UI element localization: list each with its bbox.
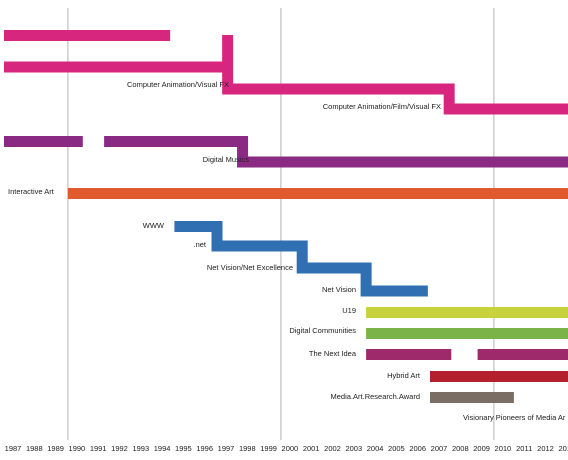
- category-bars: [4, 30, 568, 403]
- bar-computer-animation-early: [4, 30, 171, 41]
- year-label-2008: 2008: [452, 444, 469, 453]
- label-computer-animation-visual-fx: Computer Animation/Visual FX: [127, 80, 229, 89]
- bar-u19: [366, 307, 568, 318]
- year-label-2007: 2007: [431, 444, 448, 453]
- year-label-2002: 2002: [324, 444, 341, 453]
- year-label-1988: 1988: [26, 444, 43, 453]
- year-label-1994: 1994: [154, 444, 171, 453]
- year-label-1999: 1999: [260, 444, 277, 453]
- bar-interactive-art: [67, 188, 568, 199]
- label-visionary-pioneers: Visionary Pioneers of Media Ar: [463, 413, 566, 422]
- year-label-1990: 1990: [69, 444, 86, 453]
- year-label-2010: 2010: [495, 444, 512, 453]
- label-www: WWW: [143, 221, 165, 230]
- year-label-1996: 1996: [196, 444, 213, 453]
- year-label-1987: 1987: [5, 444, 22, 453]
- year-label-2005: 2005: [388, 444, 405, 453]
- year-label-2009: 2009: [473, 444, 490, 453]
- label-digital-communities: Digital Communities: [289, 326, 356, 335]
- year-label-2012: 2012: [537, 444, 554, 453]
- label-hybrid-art: Hybrid Art: [387, 371, 421, 380]
- year-axis: 1987 1988 1989 1990 1991 1992 1993 1994 1995 1996…: [5, 444, 568, 453]
- year-label-1989: 1989: [47, 444, 64, 453]
- label-interactive-art: Interactive Art: [8, 187, 55, 196]
- bar-the-next-idea-2: [477, 349, 568, 360]
- year-label-1995: 1995: [175, 444, 192, 453]
- bar-media-art-research-award: [430, 392, 514, 403]
- bar-the-next-idea-1: [366, 349, 452, 360]
- label-digital-musics: Digital Musics: [203, 155, 250, 164]
- bar-www-net-vision: [174, 221, 428, 297]
- year-label-1998: 1998: [239, 444, 256, 453]
- year-label-1997: 1997: [218, 444, 235, 453]
- year-label-2013: 2013: [558, 444, 568, 453]
- year-label-2004: 2004: [367, 444, 384, 453]
- year-label-1993: 1993: [132, 444, 149, 453]
- decade-gridlines: [67, 8, 495, 440]
- label-computer-animation-film-visual-fx: Computer Animation/Film/Visual FX: [323, 102, 441, 111]
- bar-hybrid-art: [430, 371, 568, 382]
- label-u19: U19: [342, 306, 356, 315]
- label-the-next-idea: The Next Idea: [309, 349, 357, 358]
- year-label-2011: 2011: [516, 444, 532, 453]
- label-media-art-research-award: Media.Art.Research.Award: [331, 392, 420, 401]
- year-label-2006: 2006: [409, 444, 426, 453]
- year-label-2001: 2001: [303, 444, 320, 453]
- bar-digital-communities: [366, 328, 568, 339]
- label-net-vision-net-excellence: Net Vision/Net Excellence: [207, 263, 293, 272]
- label-net-vision: Net Vision: [322, 285, 356, 294]
- year-label-1992: 1992: [111, 444, 128, 453]
- year-label-2000: 2000: [282, 444, 299, 453]
- bar-computer-animation: [4, 35, 568, 115]
- bar-digital-musics: [104, 136, 568, 168]
- label-dot-net: .net: [193, 240, 206, 249]
- year-label-1991: 1991: [90, 444, 107, 453]
- bar-digital-musics-early: [4, 136, 83, 147]
- year-label-2003: 2003: [345, 444, 362, 453]
